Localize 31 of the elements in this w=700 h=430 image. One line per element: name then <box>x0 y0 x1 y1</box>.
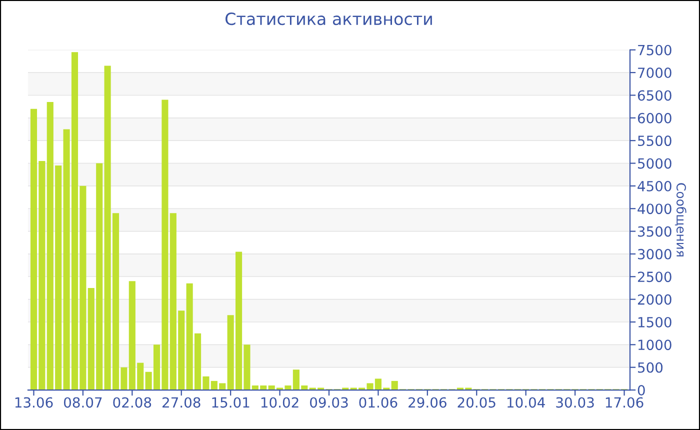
y-tick-label: 4500 <box>638 180 672 192</box>
y-tick-label: 0 <box>638 384 645 396</box>
y-axis-title: Сообщения <box>674 183 686 256</box>
x-tick-label: 30.03 <box>556 397 594 408</box>
y-tick-label: 5500 <box>638 136 672 146</box>
y-tick-label: 1500 <box>638 316 672 328</box>
x-tick-label: 20.05 <box>458 397 496 408</box>
x-tick-label: 17.06 <box>606 397 644 408</box>
x-tick-label: 13.06 <box>15 397 53 408</box>
y-tick-label: 7500 <box>638 44 672 56</box>
y-tick-label: 4000 <box>638 204 672 214</box>
x-tick-label: 29.06 <box>408 397 446 408</box>
x-tick-label: 27.08 <box>162 397 200 408</box>
y-tick-label: 7000 <box>638 68 672 78</box>
y-tick-label: 3500 <box>638 226 672 237</box>
x-tick-label: 15.01 <box>212 397 250 408</box>
x-tick-label: 09.03 <box>310 397 348 408</box>
y-tick-label: 2500 <box>638 272 672 282</box>
x-tick-label: 02.08 <box>113 397 152 408</box>
y-tick-label: 6500 <box>638 90 672 101</box>
y-tick-label: 6000 <box>638 112 672 124</box>
x-tick-label: 10.02 <box>261 397 298 408</box>
y-tick-label: 5000 <box>638 158 672 169</box>
x-tick-label: 08.07 <box>64 397 102 408</box>
chart-title: Статистика активности <box>226 12 432 26</box>
x-tick-label: 10.04 <box>507 397 545 408</box>
y-tick-label: 2000 <box>638 294 672 305</box>
y-tick-label: 500 <box>638 362 663 373</box>
x-tick-label: 01.06 <box>359 397 398 408</box>
y-tick-label: 3000 <box>638 248 672 260</box>
y-tick-label: 1000 <box>638 340 672 350</box>
